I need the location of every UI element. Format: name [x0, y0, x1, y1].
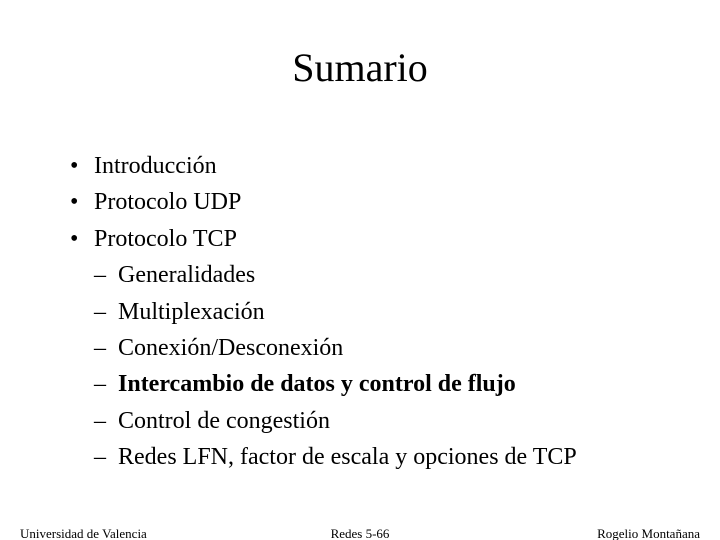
footer-right: Rogelio Montañana	[597, 526, 700, 540]
bullet-text: Generalidades	[118, 262, 255, 288]
bullet-text: Protocolo TCP	[94, 226, 237, 252]
bullet-l2: Redes LFN, factor de escala y opciones d…	[94, 441, 680, 473]
bullet-l1: Protocolo UDP	[70, 186, 680, 218]
bullet-text-bold: Intercambio de datos y control de flujo	[118, 371, 516, 397]
bullet-l1: Introducción	[70, 150, 680, 182]
bullet-l1: Protocolo TCP	[70, 223, 680, 255]
bullet-text: Redes LFN, factor de escala y opciones d…	[118, 444, 577, 470]
bullet-l2: Control de congestión	[94, 405, 680, 437]
bullet-text: Control de congestión	[118, 408, 330, 434]
slide-title: Sumario	[0, 44, 720, 91]
bullet-text: Conexión/Desconexión	[118, 335, 343, 361]
bullet-text: Multiplexación	[118, 299, 265, 325]
bullet-text: Introducción	[94, 153, 217, 179]
slide: Sumario Introducción Protocolo UDP Proto…	[0, 0, 720, 540]
bullet-l2: Conexión/Desconexión	[94, 332, 680, 364]
bullet-text: Protocolo UDP	[94, 189, 241, 215]
bullet-l2: Multiplexación	[94, 296, 680, 328]
slide-content: Introducción Protocolo UDP Protocolo TCP…	[70, 150, 680, 478]
bullet-l2: Intercambio de datos y control de flujo	[94, 368, 680, 400]
bullet-l2: Generalidades	[94, 259, 680, 291]
